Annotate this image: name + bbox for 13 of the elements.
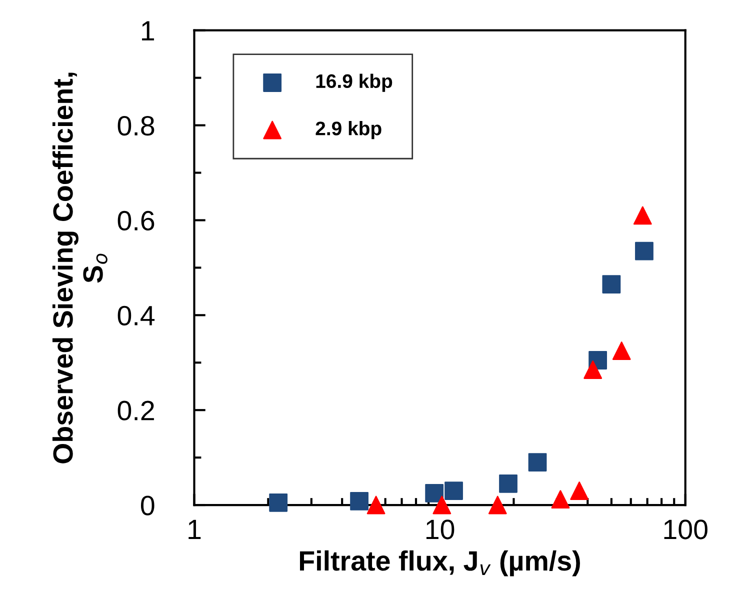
x-tick-label: 100: [664, 520, 708, 540]
y-tick-label: 0: [140, 496, 154, 516]
legend-label: 16.9 kbp: [316, 74, 392, 92]
x-tick-label: 10: [426, 520, 454, 540]
y-axis-title: Observed Sieving Coefficient, S$_{o}$: [52, 72, 108, 464]
y-tick-label: 0.4: [118, 306, 155, 326]
y-tick-label: 0.6: [118, 210, 154, 231]
y-tick-label: 0.8: [118, 116, 154, 136]
x-tick-label: 1: [188, 520, 201, 540]
y-tick-label: 0.2: [118, 400, 154, 420]
legend-label: 2.9 kbp: [316, 121, 382, 140]
x-axis-title: Filtrate flux, J$_{v}$ (µm/s): [300, 550, 580, 576]
y-tick-label: 1: [142, 21, 154, 40]
